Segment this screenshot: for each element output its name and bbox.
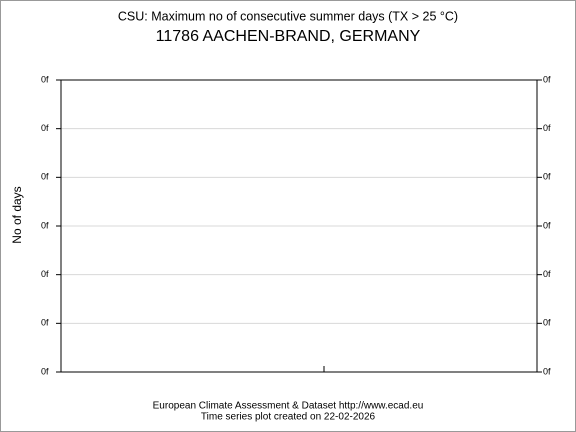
chart-title: CSU: Maximum no of consecutive summer da… — [118, 9, 458, 23]
y-tick-label: 0f — [543, 366, 551, 376]
y-tick-label: 0f — [41, 318, 49, 328]
chart-subtitle: 11786 AACHEN-BRAND, GERMANY — [156, 28, 421, 45]
footer-text: European Climate Assessment & Dataset ht… — [153, 401, 424, 412]
y-tick-label: 0f — [41, 172, 49, 182]
y-tick-label: 0f — [543, 74, 551, 84]
y-axis-label: No of days — [10, 186, 24, 243]
y-tick-label: 0f — [41, 220, 49, 230]
plot-area — [60, 79, 538, 373]
y-tick-label: 0f — [41, 269, 49, 279]
y-tick-label: 0f — [41, 366, 49, 376]
y-tick-label: 0f — [543, 172, 551, 182]
y-tick-label: 0f — [543, 269, 551, 279]
y-tick-label: 0f — [543, 123, 551, 133]
y-tick-label: 0f — [41, 123, 49, 133]
y-tick-label: 0f — [543, 220, 551, 230]
y-tick-label: 0f — [41, 74, 49, 84]
y-tick-label: 0f — [543, 318, 551, 328]
footer-text: Time series plot created on 22-02-2026 — [201, 412, 376, 423]
